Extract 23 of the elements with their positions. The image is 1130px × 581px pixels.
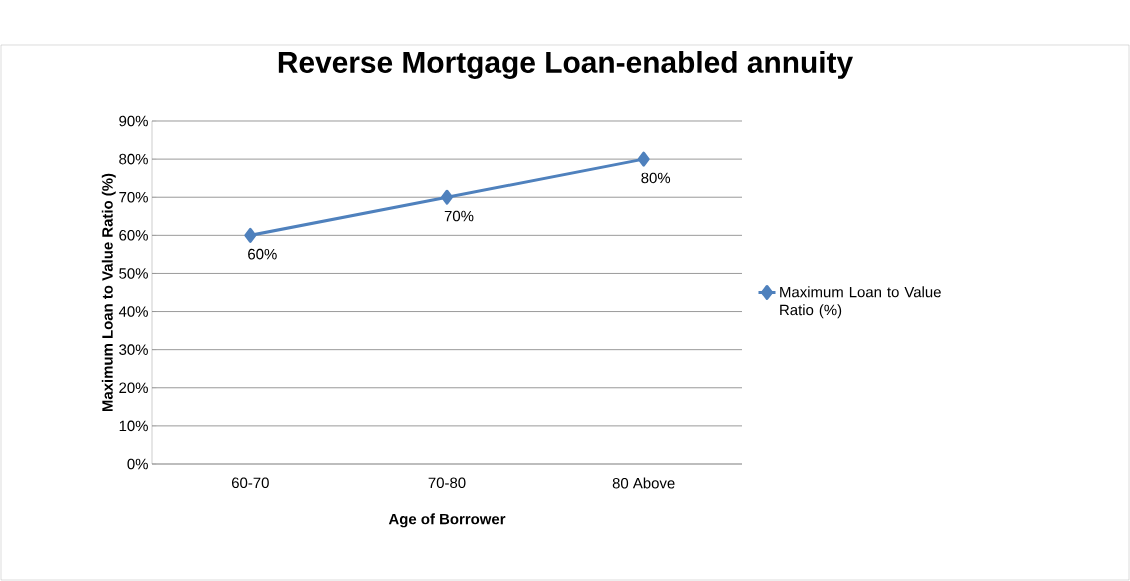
y-tick-label: 90% [119,115,148,127]
data-label: 60% [248,248,277,260]
y-tick-label: 60% [119,230,148,241]
y-tick-label: 20% [119,382,148,394]
y-tick-label: 10% [119,420,148,432]
y-tick-label: 50% [119,268,148,279]
y-tick-label: 30% [119,344,148,355]
data-label: 80% [641,172,671,184]
y-tick-label: 40% [118,306,148,317]
x-axis-title: Age of Borrower [388,513,506,528]
x-tick-label: 70-80 [428,477,466,489]
y-axis-title: Maximum Loan to Value Ratio (%) [101,173,116,412]
point [637,151,650,167]
y-tick-label: 80% [119,153,148,165]
x-tick-label: 60-70 [231,477,269,489]
y-tick-label: 0% [127,458,148,470]
point [441,189,453,205]
y-tick-label: 70% [119,191,148,203]
chart-title: Reverse Mortgage Loan-enabled annuity [278,51,853,79]
x-tick-label: 80 Above [612,477,675,489]
legend-label: Maximum Loan to Value Ratio (%) [780,286,941,319]
data-label: 70% [444,210,474,222]
point [244,227,257,243]
